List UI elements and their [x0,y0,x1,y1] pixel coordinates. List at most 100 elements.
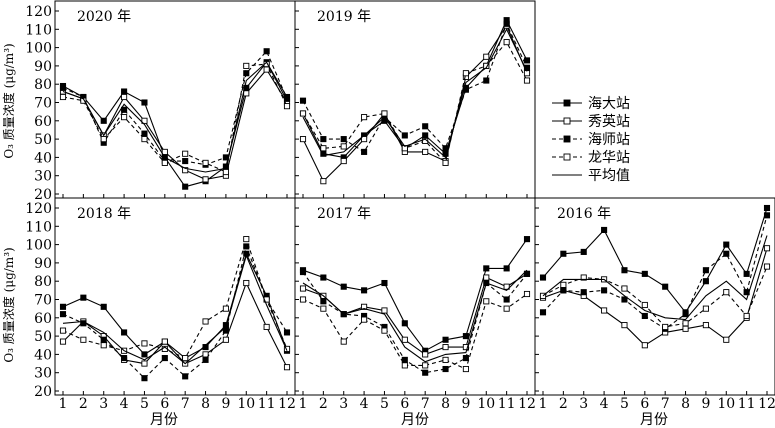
series-point [80,294,87,301]
series-line [302,28,528,159]
series-point [682,325,689,332]
x-tick-label: 8 [681,396,690,412]
series-point [539,274,547,281]
series-point [243,90,250,97]
series-point [743,312,750,320]
series-point [283,329,291,336]
series-point [222,305,229,312]
x-tick-label: 8 [441,396,450,412]
y-tick-label: 90 [34,256,52,272]
series-point [80,97,87,104]
series-point [422,132,429,139]
series-point [222,327,229,334]
series-line [62,61,288,188]
series-point [361,136,368,143]
series-point [243,236,250,243]
series-point [539,292,547,299]
series-point [299,269,307,276]
y-tick-label: 40 [34,347,52,363]
y-tick-label: 100 [25,41,52,57]
series-point [202,351,209,358]
y-tick-label: 30 [34,169,52,185]
x-tick-label: 4 [120,396,129,412]
series-point [59,303,67,310]
series-point [483,298,490,305]
panel-2: 2019 年 [294,0,536,199]
series-point [243,279,250,287]
series-point [320,136,327,143]
series-point [59,338,67,345]
x-tick-label: 2 [319,396,328,412]
series-point [503,20,510,27]
series-point [283,345,291,352]
series-point [59,93,67,101]
series-point [580,248,587,255]
y-tick-label: 60 [34,311,52,327]
series-point [320,305,327,312]
series-point [361,287,368,294]
series-line [302,269,528,363]
series-point [442,356,449,363]
series-point [523,270,531,277]
legend-marker [563,117,571,125]
series-point [401,336,408,343]
series-point [462,355,469,362]
series-point [422,351,429,358]
series-point [503,265,510,272]
x-tick-label: 3 [99,396,108,412]
series-point [141,130,148,137]
series-point [222,336,229,343]
series-point [723,250,730,257]
series-point [299,110,307,117]
series-point [422,362,429,369]
x-tick-label: 4 [600,396,609,412]
x-tick-label: 7 [181,396,190,412]
y-tick-label: 20 [34,384,52,400]
legend-label: 海师站 [588,132,630,148]
y-tick-label: 120 [25,201,52,217]
x-tick-label: 9 [461,396,470,412]
panel-frame [534,197,775,396]
x-tick-label: 10 [237,396,255,412]
x-tick-label: 12 [758,396,775,412]
series-point [100,136,107,143]
series-line [62,63,288,173]
series-point [442,159,449,166]
series-point [283,95,291,102]
series-point [80,336,87,343]
y-tick-label: 100 [25,238,52,254]
series-point [641,270,648,277]
series-point [601,307,608,314]
series-point [202,318,209,325]
series-point [182,158,189,165]
series-point [483,274,490,281]
series-point [702,322,709,329]
series-point [503,39,510,46]
series-point [100,303,107,310]
x-tick-label: 12 [518,396,536,412]
series-point [503,305,510,312]
series-point [182,355,189,362]
x-tick-label: 1 [59,396,68,412]
y-tick-label: 20 [34,187,52,203]
series-point [141,351,148,358]
panel-title: 2020 年 [77,9,131,25]
y-tick-label: 90 [34,59,52,75]
series-point [202,176,209,183]
x-tick-label: 2 [79,396,88,412]
series-point [141,340,148,347]
series-point [723,289,730,296]
series-line [62,244,288,379]
series-point [641,342,648,349]
series-point [483,53,490,60]
y-tick-label: 60 [34,114,52,130]
series-point [202,356,209,363]
y-tick-label: 40 [34,150,52,166]
series-point [182,167,189,174]
series-line [62,252,288,359]
series-point [340,283,347,290]
series-point [682,311,689,318]
series-point [121,114,128,121]
series-line [302,41,528,165]
